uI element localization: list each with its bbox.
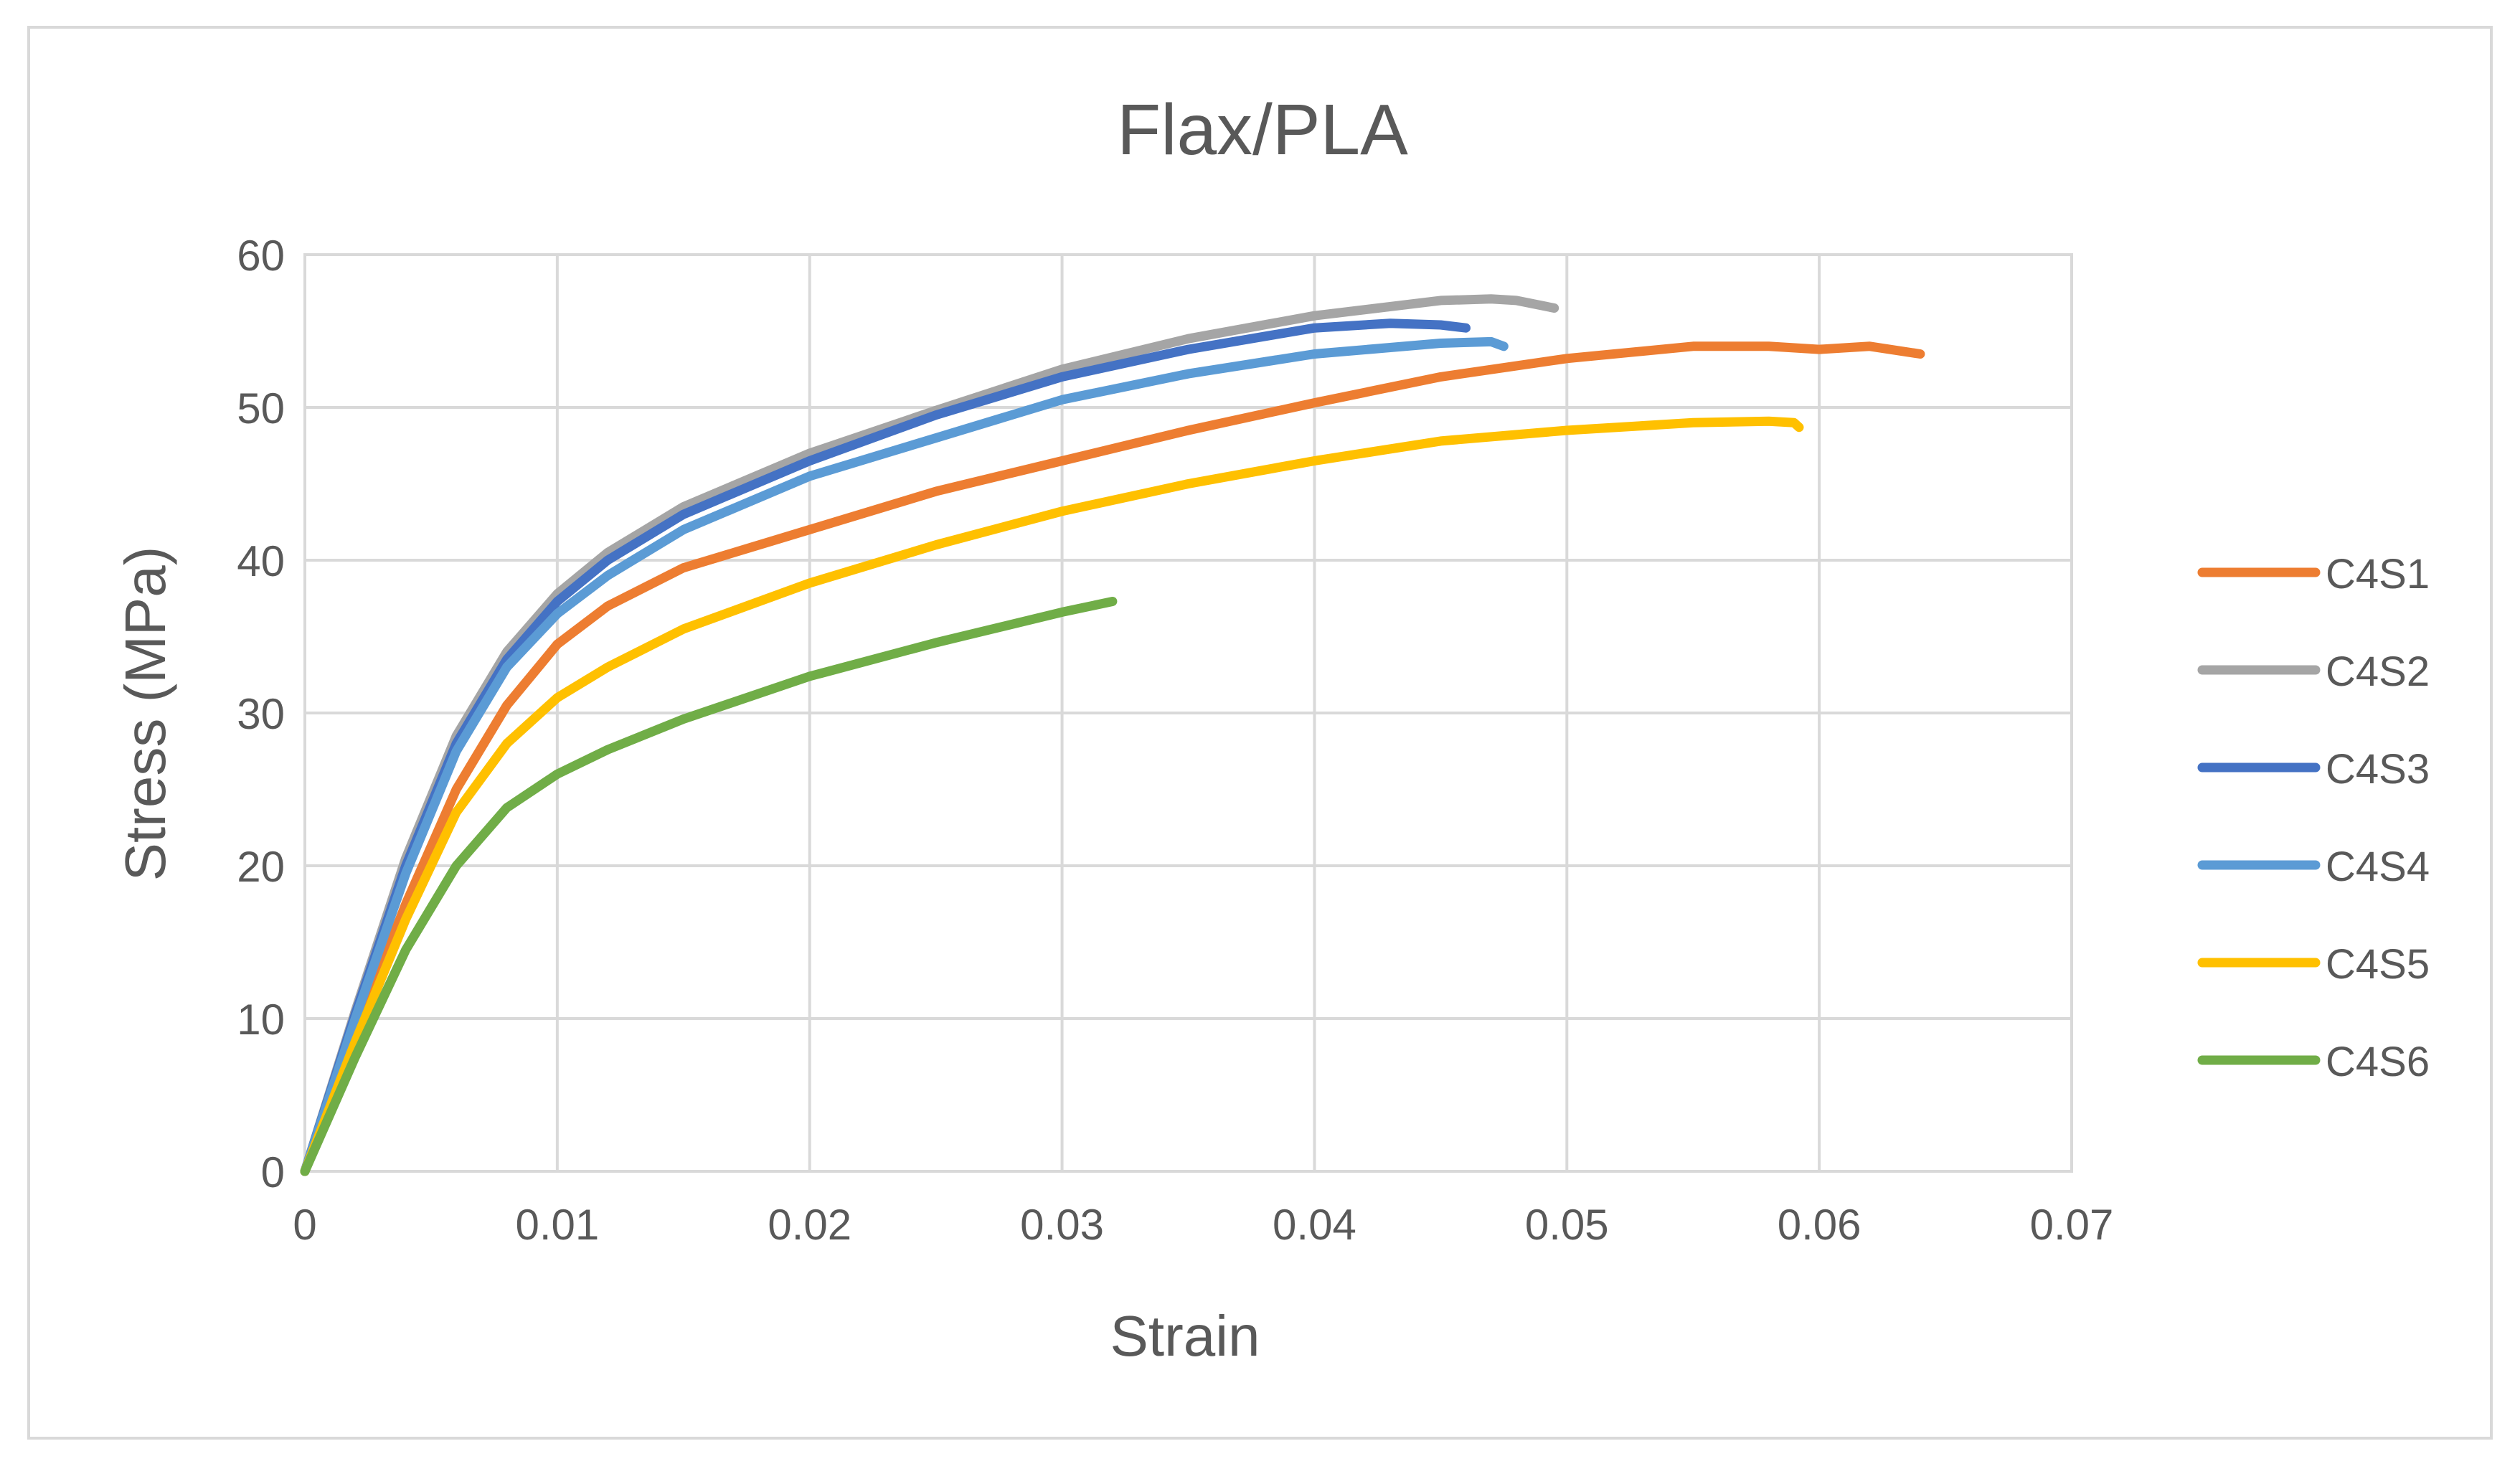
x-tick-label: 0.07 — [2030, 1201, 2114, 1249]
x-tick-label: 0.02 — [768, 1201, 851, 1249]
chart-frame — [27, 26, 2493, 1440]
y-tick-label: 40 — [237, 537, 285, 585]
y-tick-label: 50 — [237, 384, 285, 433]
series-line-c4s6 — [300, 597, 1118, 1176]
legend-label-c4s6: C4S6 — [2326, 1039, 2430, 1085]
axes: 0 10 20 30 40 50 60 0 0.01 0.02 0.03 0.04 0.05 0.06 0.… — [237, 232, 2113, 1249]
legend-label-c4s4: C4S4 — [2326, 844, 2430, 890]
legend-label-c4s2: C4S2 — [2326, 648, 2430, 695]
y-tick-label: 30 — [237, 690, 285, 738]
series-line-c4s4 — [300, 336, 1509, 1176]
y-tick-label: 60 — [237, 232, 285, 280]
legend: C4S1 C4S2 C4S3 C4S4 C4S5 C4S6 — [2197, 551, 2430, 1085]
series-line-c4s1 — [300, 341, 1925, 1176]
y-tick-label: 0 — [261, 1148, 285, 1196]
y-tick-label: 20 — [237, 843, 285, 891]
y-axis-label: Stress (MPa) — [113, 547, 177, 882]
y-tick-label: 10 — [237, 996, 285, 1044]
x-tick-label: 0 — [293, 1201, 316, 1249]
plot-area-border — [303, 253, 2073, 1173]
x-tick-label: 0.06 — [1778, 1201, 1861, 1249]
x-axis-label: Strain — [1110, 1304, 1260, 1368]
x-tick-label: 0.04 — [1273, 1201, 1356, 1249]
x-tick-label: 0.05 — [1525, 1201, 1609, 1249]
x-tick-label: 0.01 — [515, 1201, 599, 1249]
legend-label-c4s3: C4S3 — [2326, 746, 2430, 793]
legend-label-c4s1: C4S1 — [2326, 551, 2430, 597]
x-tick-label: 0.03 — [1020, 1201, 1104, 1249]
chart-title: Flax/PLA — [1117, 90, 1408, 170]
legend-label-c4s5: C4S5 — [2326, 941, 2430, 988]
series-layer — [300, 294, 1925, 1176]
grid — [303, 253, 2073, 1173]
series-line-c4s5 — [300, 416, 1804, 1176]
